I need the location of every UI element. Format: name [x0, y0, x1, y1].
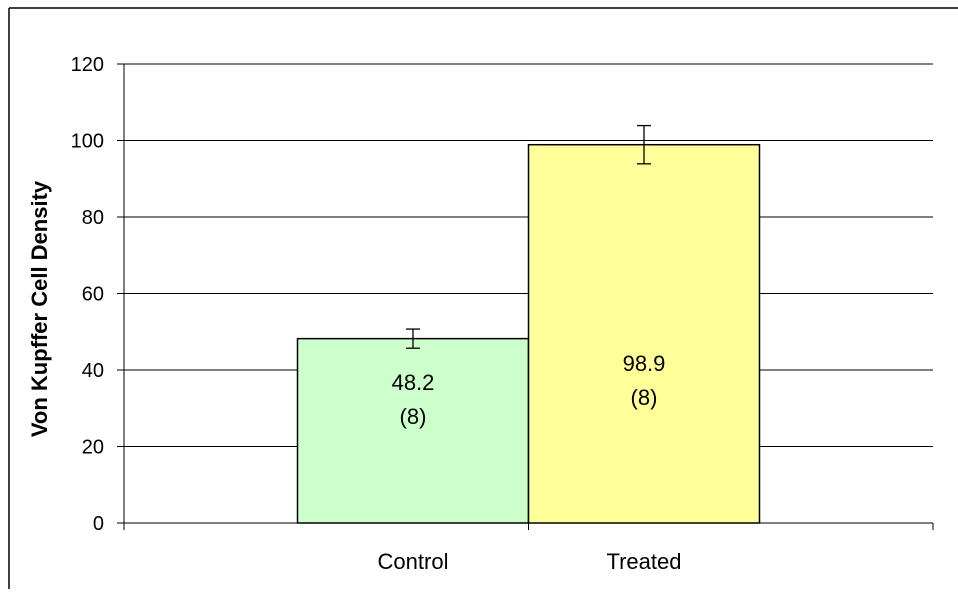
- axes: [117, 63, 934, 530]
- y-tick-label-120: 120: [71, 54, 104, 76]
- bar-treated: [527, 143, 761, 524]
- bars: [296, 143, 761, 524]
- bar-labels: 48.2 (8) 98.9 (8): [392, 351, 666, 429]
- bar-n-label-control: (8): [400, 404, 427, 429]
- bar-value-label-control: 48.2: [392, 370, 435, 395]
- bar-control: [296, 337, 530, 524]
- y-tick-label-60: 60: [82, 284, 104, 306]
- y-tick-label-100: 100: [71, 131, 104, 153]
- error-bars: [406, 124, 651, 349]
- x-category-label-treated: Treated: [606, 549, 681, 574]
- y-tick-label-40: 40: [82, 360, 104, 382]
- y-axis-label: Von Kupffer Cell Density: [27, 180, 52, 437]
- x-category-label-control: Control: [378, 549, 449, 574]
- x-category-labels: Control Treated: [378, 549, 682, 574]
- y-tick-label-80: 80: [82, 207, 104, 229]
- y-tick-label-20: 20: [82, 437, 104, 459]
- y-tick-labels: 0 20 40 60 80 100 120: [71, 54, 104, 535]
- y-tick-label-0: 0: [93, 513, 104, 535]
- bar-n-label-treated: (8): [631, 385, 658, 410]
- bar-value-label-treated: 98.9: [623, 351, 666, 376]
